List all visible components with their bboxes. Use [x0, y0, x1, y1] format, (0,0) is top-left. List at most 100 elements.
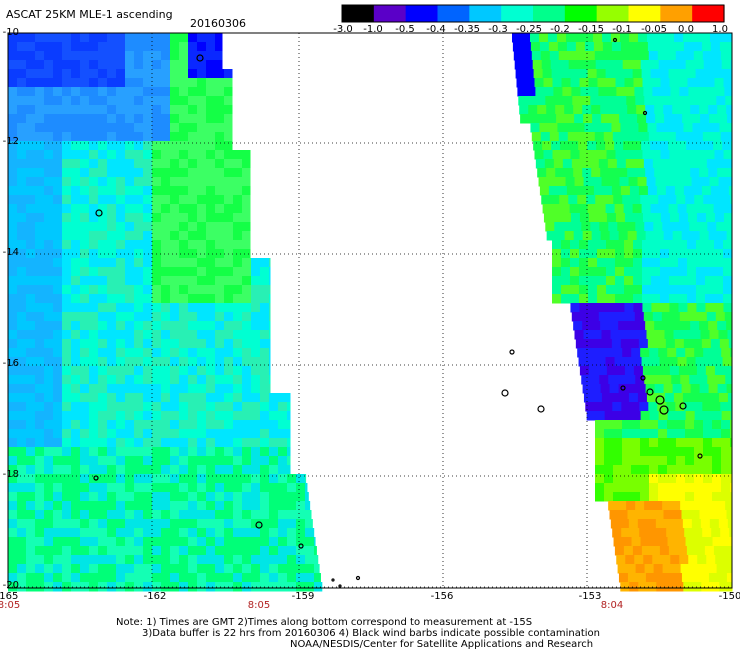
swath-cell	[116, 339, 126, 349]
swath-cell	[622, 456, 632, 466]
swath-cell	[26, 456, 36, 466]
swath-cell	[570, 249, 580, 259]
colorbar-segment	[373, 5, 407, 22]
swath-cell	[44, 357, 54, 367]
swath-cell	[179, 519, 189, 529]
swath-cell	[44, 96, 54, 106]
swath-cell	[125, 564, 135, 574]
swath-cell	[188, 411, 198, 421]
swath-cell	[197, 96, 207, 106]
swath-cell	[224, 303, 234, 313]
swath-cell	[8, 294, 18, 304]
swath-cell	[588, 240, 598, 250]
swath-cell	[583, 330, 593, 340]
swath-cell	[672, 384, 683, 394]
swath-cell	[188, 78, 198, 88]
swath-cell	[215, 573, 225, 583]
colorbar-segment	[405, 5, 439, 22]
swath-cell	[53, 429, 63, 439]
swath-cell	[559, 195, 569, 205]
swath-cell	[215, 330, 225, 340]
swath-cell	[107, 69, 117, 79]
swath-cell	[62, 429, 72, 439]
swath-cell	[179, 375, 189, 385]
swath-cell	[548, 123, 558, 133]
swath-cell	[35, 465, 45, 475]
swath-cell	[242, 429, 252, 439]
swath-cell	[694, 195, 704, 205]
swath-cell	[653, 564, 664, 574]
swath-cell	[242, 447, 252, 457]
swath-cell	[269, 528, 279, 538]
swath-cell	[251, 573, 261, 583]
swath-cell	[224, 474, 234, 484]
swath-cell	[98, 447, 108, 457]
swath-cell	[582, 168, 592, 178]
swath-cell	[179, 582, 189, 592]
swath-cell	[543, 150, 553, 160]
swath-cell	[703, 456, 713, 466]
swath-cell	[143, 339, 153, 349]
swath-cell	[143, 375, 153, 385]
swath-cell	[215, 42, 223, 52]
colorbar-segment	[628, 5, 661, 22]
swath-cell	[116, 438, 126, 448]
swath-cell	[618, 231, 629, 241]
swath-cell	[542, 204, 553, 214]
swath-cell	[642, 366, 653, 376]
swath-cell	[71, 267, 81, 277]
swath-cell	[696, 240, 706, 250]
swath-cell	[62, 501, 72, 511]
swath-cell	[89, 51, 99, 61]
swath-cell	[89, 303, 99, 313]
swath-cell	[116, 60, 126, 70]
swath-cell	[242, 492, 252, 502]
swath-cell	[26, 384, 36, 394]
swath-cell	[561, 258, 571, 268]
swath-cell	[224, 528, 234, 538]
swath-cell	[621, 528, 631, 538]
swath-cell	[678, 267, 688, 277]
swath-cell	[35, 438, 45, 448]
swath-cell	[152, 564, 162, 574]
swath-cell	[134, 96, 144, 106]
swath-cell	[596, 69, 607, 79]
swath-cell	[53, 339, 63, 349]
swath-cell	[278, 564, 288, 574]
swath-cell	[53, 258, 63, 268]
swath-cell	[564, 231, 575, 241]
swath-cell	[559, 60, 570, 70]
swath-cell	[206, 447, 216, 457]
swath-cell	[26, 33, 36, 43]
swath-cell	[170, 366, 180, 376]
swath-cell	[215, 384, 225, 394]
swath-cell	[242, 150, 251, 160]
swath-cell	[669, 285, 679, 295]
swath-cell	[26, 114, 36, 124]
swath-cell	[89, 582, 99, 592]
swath-cell	[143, 492, 153, 502]
swath-cell	[694, 537, 705, 547]
swath-cell	[179, 384, 189, 394]
swath-cell	[116, 501, 126, 511]
swath-cell	[26, 339, 36, 349]
swath-cell	[669, 303, 679, 313]
colorbar-frame	[341, 4, 725, 23]
swath-cell	[98, 438, 108, 448]
swath-cell	[206, 249, 216, 259]
swath-cell	[675, 51, 686, 61]
swath-cell	[8, 573, 18, 583]
swath-cell	[152, 312, 162, 322]
swath-cell	[623, 546, 634, 556]
swath-cell	[278, 393, 288, 403]
swath-cell	[152, 141, 162, 151]
swath-cell	[17, 438, 27, 448]
swath-cell	[35, 141, 45, 151]
swath-cell	[89, 501, 99, 511]
swath-cell	[579, 366, 590, 376]
swath-cell	[161, 186, 171, 196]
swath-cell	[143, 447, 153, 457]
swath-cell	[696, 276, 706, 286]
swath-cell	[579, 267, 589, 277]
swath-cell	[269, 510, 279, 520]
